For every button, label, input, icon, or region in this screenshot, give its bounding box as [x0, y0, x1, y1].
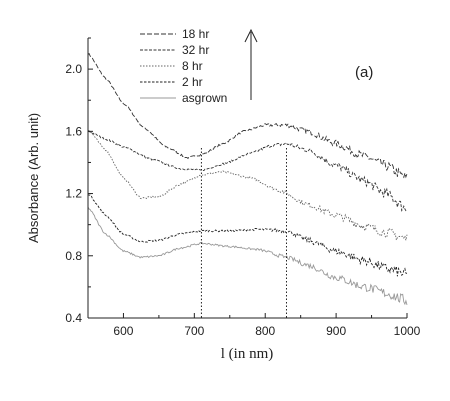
- legend-label: 2 hr: [182, 75, 203, 89]
- x-tick-label: 1000: [394, 324, 421, 338]
- y-tick-label: 0.4: [65, 311, 82, 325]
- tick-layer: 600 700 800 900 1000 0.4 0.8 1.2 1.6 2.0: [65, 37, 421, 338]
- y-tick-label: 1.6: [65, 124, 82, 138]
- series-line: [87, 130, 408, 212]
- y-tick-label: 0.8: [65, 249, 82, 263]
- marker-layer: [200, 148, 287, 318]
- x-axis-title: l (in nm): [221, 346, 274, 362]
- y-axis-title: Absorbance (Arb. unit): [26, 113, 41, 243]
- legend: 18 hr 32 hr 8 hr 2 hr asgrown: [140, 27, 227, 105]
- legend-label: 18 hr: [182, 27, 209, 41]
- x-tick-label: 800: [255, 324, 275, 338]
- legend-label: asgrown: [182, 91, 227, 105]
- series-line: [87, 194, 408, 277]
- legend-label: 32 hr: [182, 43, 209, 57]
- x-tick-label: 700: [184, 324, 204, 338]
- series-line: [87, 52, 408, 179]
- x-tick-label: 900: [326, 324, 346, 338]
- axes: [87, 38, 407, 319]
- legend-label: 8 hr: [182, 59, 203, 73]
- series-line: [87, 206, 408, 306]
- y-tick-label: 2.0: [65, 62, 82, 76]
- x-tick-label: 600: [113, 324, 133, 338]
- panel-label: (a): [355, 64, 373, 81]
- y-tick-label: 1.2: [65, 187, 82, 201]
- up-arrow-icon: [244, 28, 258, 100]
- series-layer: [87, 52, 408, 306]
- series-line: [87, 130, 408, 242]
